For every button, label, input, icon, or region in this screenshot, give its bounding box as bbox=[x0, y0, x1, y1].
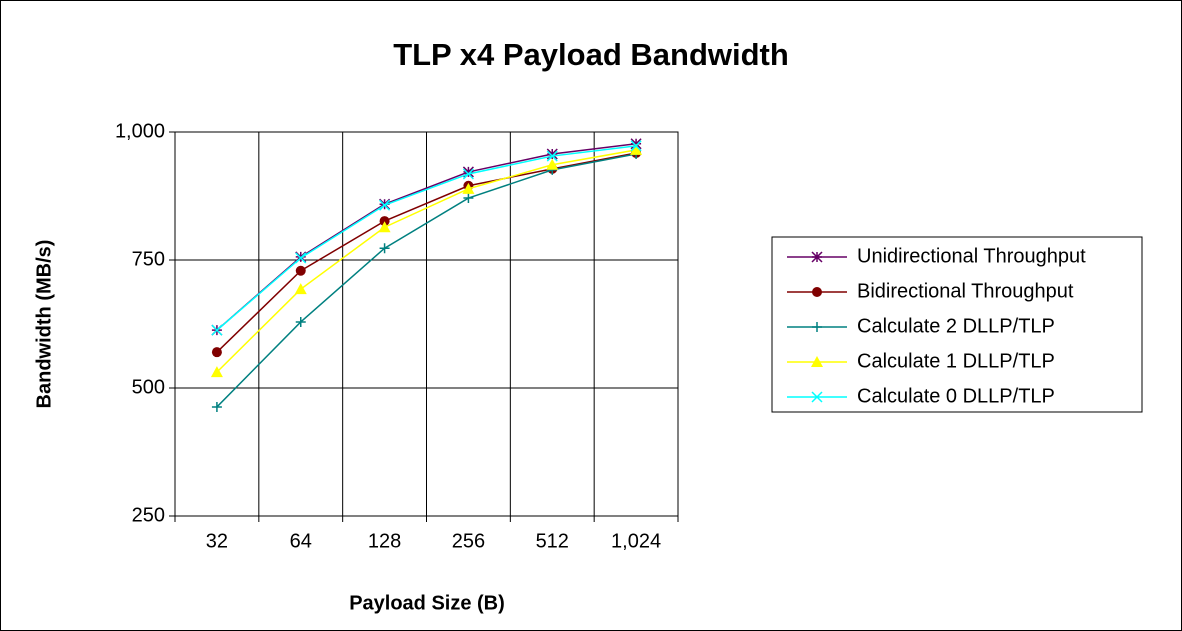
marker bbox=[211, 347, 222, 358]
marker bbox=[463, 193, 474, 204]
marker bbox=[211, 324, 223, 336]
marker bbox=[210, 366, 223, 378]
marker bbox=[546, 148, 558, 160]
x-tick-label: 32 bbox=[206, 530, 228, 552]
marker bbox=[295, 265, 306, 276]
marker bbox=[811, 391, 823, 403]
y-axis-label: Bandwidth (MB/s) bbox=[33, 240, 55, 409]
x-tick-label: 1,024 bbox=[611, 530, 661, 552]
marker bbox=[378, 221, 391, 233]
marker bbox=[295, 316, 306, 327]
x-tick-label: 512 bbox=[536, 530, 569, 552]
series-line bbox=[216, 153, 637, 408]
marker bbox=[812, 287, 822, 297]
marker bbox=[630, 140, 642, 152]
x-tick-label: 64 bbox=[290, 530, 312, 552]
marker bbox=[211, 401, 222, 412]
y-tick-label: 500 bbox=[132, 376, 165, 398]
x-tick-label: 128 bbox=[368, 530, 401, 552]
marker bbox=[462, 166, 474, 178]
plot-border bbox=[174, 131, 679, 517]
marker bbox=[379, 243, 390, 254]
x-axis-label: Payload Size (B) bbox=[349, 592, 505, 614]
y-tick-label: 1,000 bbox=[115, 120, 165, 142]
marker bbox=[630, 138, 642, 150]
series-line bbox=[216, 145, 637, 331]
y-tick-label: 250 bbox=[132, 504, 165, 526]
marker bbox=[295, 252, 307, 264]
marker bbox=[379, 216, 390, 227]
marker bbox=[546, 150, 558, 162]
marker bbox=[811, 251, 823, 263]
legend-label: Calculate 1 DLLP/TLP bbox=[857, 350, 1055, 372]
marker bbox=[546, 158, 559, 170]
marker bbox=[462, 168, 474, 180]
marker bbox=[462, 182, 475, 194]
marker bbox=[812, 322, 822, 332]
chart-title: TLP x4 Payload Bandwidth bbox=[393, 37, 789, 72]
series-line bbox=[216, 149, 637, 373]
marker bbox=[811, 356, 823, 367]
legend-label: Unidirectional Throughput bbox=[857, 245, 1086, 267]
series-line bbox=[216, 152, 637, 353]
legend-box bbox=[771, 236, 1143, 413]
marker bbox=[294, 283, 307, 295]
legend-label: Bidirectional Throughput bbox=[857, 280, 1074, 302]
legend-label: Calculate 0 DLLP/TLP bbox=[857, 385, 1055, 407]
marker bbox=[379, 199, 391, 211]
legend-label: Calculate 2 DLLP/TLP bbox=[857, 315, 1055, 337]
y-tick-label: 750 bbox=[132, 248, 165, 270]
x-tick-label: 256 bbox=[452, 530, 485, 552]
marker bbox=[630, 143, 643, 155]
